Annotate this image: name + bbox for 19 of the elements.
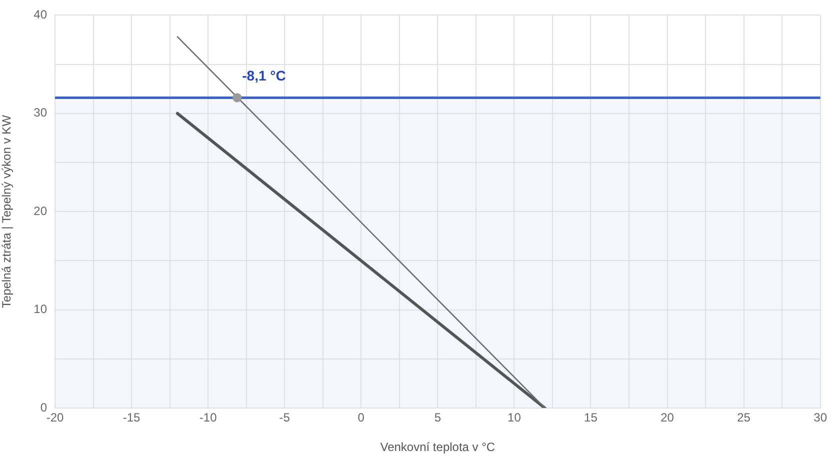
x-tick-label: 0 xyxy=(358,410,365,425)
y-tick-label: 0 xyxy=(40,400,48,414)
y-axis-title: Tepelná ztráta | Tepelný výkon v KW xyxy=(0,114,14,308)
x-tick-label: -15 xyxy=(122,410,141,425)
x-axis-title: Venkovní teplota v °C xyxy=(380,440,496,454)
y-tick-label: 30 xyxy=(34,106,48,120)
y-tick-label: 40 xyxy=(34,8,48,22)
x-tick-label: 5 xyxy=(434,410,442,425)
x-tick-label: 25 xyxy=(737,410,751,425)
x-tick-label: 30 xyxy=(814,410,828,425)
x-tick-label: 10 xyxy=(508,410,522,425)
x-tick-label: -20 xyxy=(46,410,64,425)
x-tick-label: 15 xyxy=(584,410,598,425)
y-tick-label: 20 xyxy=(34,204,48,218)
annotation: -8,1 °C xyxy=(242,68,286,84)
y-tick-label: 10 xyxy=(34,302,48,316)
x-tick-label: -5 xyxy=(279,410,290,425)
x-tick-label: -10 xyxy=(199,410,218,425)
x-tick-label: 20 xyxy=(660,410,674,425)
